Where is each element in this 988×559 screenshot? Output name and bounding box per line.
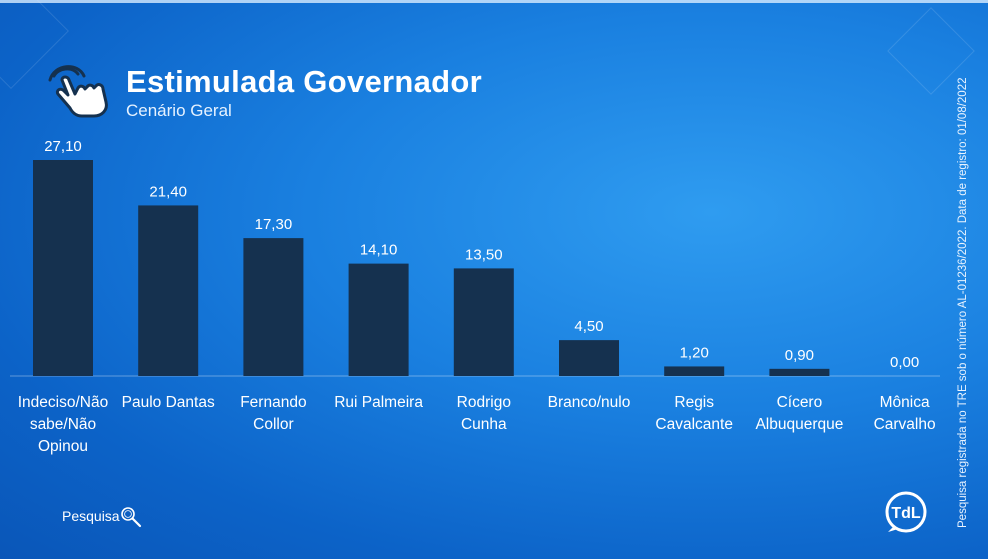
value-label: 14,10 xyxy=(360,242,398,259)
value-label: 17,30 xyxy=(255,216,293,233)
category-label: Mônica xyxy=(880,394,930,411)
category-label: Regis xyxy=(674,394,714,411)
category-label: Collor xyxy=(253,416,293,433)
svg-text:TdL: TdL xyxy=(891,505,921,522)
value-label: 21,40 xyxy=(149,183,187,200)
chart-title: Estimulada Governador xyxy=(126,64,483,99)
bar xyxy=(453,268,514,376)
tap-hand-icon xyxy=(48,65,108,118)
bar xyxy=(559,340,619,376)
chart-subtitle: Cenário Geral xyxy=(126,101,232,120)
category-label: Cavalcante xyxy=(655,416,733,433)
category-label: Rodrigo xyxy=(457,394,511,411)
category-label: Albuquerque xyxy=(755,416,843,433)
category-label: Rui Palmeira xyxy=(334,394,423,411)
tdl-logo: TdL xyxy=(885,491,927,533)
category-label: Indeciso/Não xyxy=(18,394,108,411)
category-label: Opinou xyxy=(38,438,88,455)
top-border xyxy=(0,0,988,3)
bar xyxy=(664,366,725,376)
value-label: 4,50 xyxy=(574,318,603,335)
search-label: Pesquisa xyxy=(62,508,120,524)
magnifier-icon xyxy=(121,507,142,528)
value-label: 1,20 xyxy=(680,344,709,361)
bar xyxy=(348,263,409,376)
category-label: Cunha xyxy=(461,416,507,433)
category-label: sabe/Não xyxy=(30,416,96,433)
registration-note: Pesquisa registrada no TRE sob o número … xyxy=(957,77,969,529)
value-label: 0,90 xyxy=(785,347,814,364)
value-label: 13,50 xyxy=(465,246,503,263)
category-label: Branco/nulo xyxy=(548,394,631,411)
value-label: 0,00 xyxy=(890,354,919,371)
bar xyxy=(33,160,93,376)
category-label: Cícero xyxy=(777,394,823,411)
bar xyxy=(138,205,199,376)
bar xyxy=(243,238,304,376)
bar xyxy=(769,368,830,376)
category-label: Fernando xyxy=(240,394,306,411)
category-label: Paulo Dantas xyxy=(122,394,215,411)
category-label: Carvalho xyxy=(874,416,936,433)
value-label: 27,10 xyxy=(44,138,82,155)
